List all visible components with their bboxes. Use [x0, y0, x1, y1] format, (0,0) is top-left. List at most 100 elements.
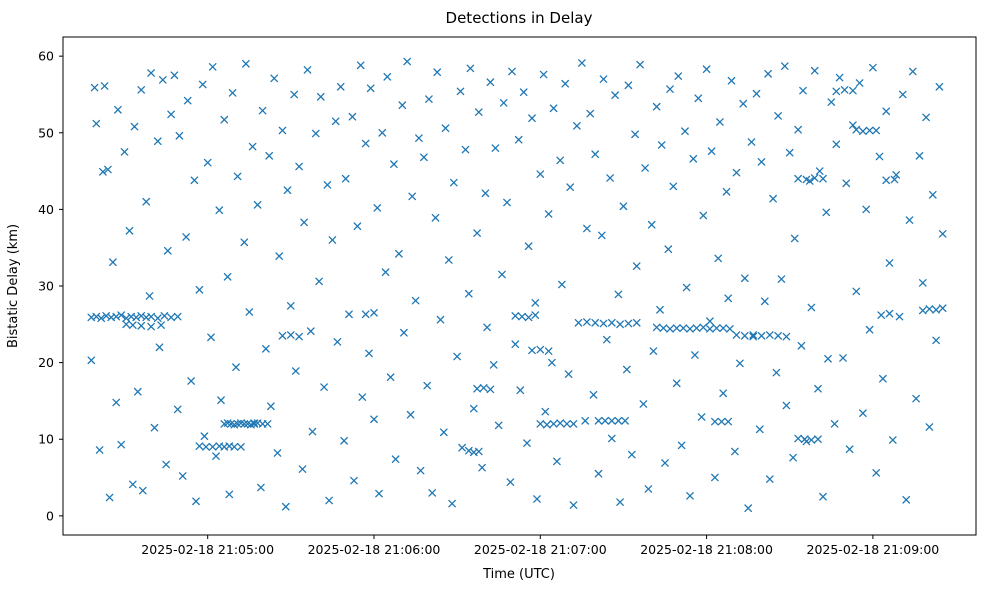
- x-marker: [358, 393, 367, 401]
- x-marker: [331, 117, 340, 126]
- x-marker: [780, 62, 789, 70]
- x-marker: [336, 82, 345, 91]
- x-marker: [652, 323, 661, 332]
- x-marker: [258, 106, 267, 115]
- x-marker: [802, 175, 811, 184]
- x-marker: [153, 137, 162, 146]
- x-marker: [918, 279, 927, 287]
- x-marker: [777, 275, 786, 283]
- x-marker: [624, 81, 633, 90]
- x-marker: [601, 416, 609, 425]
- x-marker: [627, 450, 636, 459]
- x-marker: [104, 165, 112, 174]
- x-marker: [544, 210, 553, 218]
- x-marker: [353, 222, 362, 231]
- x-marker: [514, 135, 523, 144]
- x-marker: [345, 310, 353, 319]
- x-marker: [489, 361, 498, 369]
- x-marker: [187, 377, 195, 385]
- x-marker: [569, 501, 578, 509]
- x-marker: [726, 325, 734, 333]
- x-marker: [524, 313, 533, 322]
- x-marker: [727, 76, 736, 85]
- x-marker: [772, 368, 781, 377]
- x-marker: [619, 202, 628, 211]
- x-marker: [607, 434, 616, 443]
- x-marker: [411, 296, 420, 305]
- x-marker: [711, 417, 719, 426]
- x-marker: [842, 179, 851, 188]
- x-marker: [888, 436, 897, 444]
- x-marker: [225, 490, 234, 499]
- x-marker: [195, 285, 204, 294]
- x-marker: [782, 401, 791, 410]
- x-marker: [366, 84, 375, 93]
- x-marker: [528, 346, 536, 355]
- x-marker: [173, 312, 182, 321]
- x-marker: [790, 234, 799, 243]
- x-marker: [589, 390, 598, 399]
- x-marker: [905, 216, 914, 224]
- x-marker: [644, 485, 653, 493]
- x-marker: [607, 318, 616, 327]
- x-marker: [586, 109, 595, 118]
- x-marker: [263, 420, 272, 428]
- y-tick-label: 60: [38, 49, 54, 64]
- x-marker: [732, 331, 741, 339]
- x-marker: [859, 127, 867, 136]
- x-marker: [361, 310, 370, 319]
- x-marker: [483, 323, 491, 332]
- x-marker: [835, 73, 844, 82]
- x-marker: [333, 338, 342, 346]
- x-marker: [915, 151, 924, 160]
- x-marker: [706, 325, 714, 333]
- x-marker: [198, 80, 207, 89]
- x-marker: [511, 340, 520, 349]
- x-marker: [632, 262, 641, 270]
- x-marker: [240, 420, 249, 428]
- x-marker: [128, 480, 137, 489]
- x-marker: [473, 384, 481, 393]
- x-marker: [797, 341, 806, 350]
- x-marker: [183, 96, 192, 105]
- x-marker: [810, 66, 819, 75]
- x-marker: [356, 61, 365, 70]
- x-marker: [632, 318, 641, 327]
- x-marker: [448, 499, 456, 508]
- x-marker: [150, 423, 159, 432]
- x-marker: [466, 64, 475, 73]
- x-marker: [531, 311, 540, 319]
- x-marker: [549, 420, 558, 428]
- x-marker: [306, 327, 315, 336]
- y-tick-label: 20: [38, 355, 54, 370]
- x-marker: [599, 319, 608, 328]
- x-marker: [765, 475, 774, 483]
- x-tick-label: 2025-02-18 21:05:00: [141, 542, 274, 557]
- x-marker: [340, 436, 348, 445]
- x-marker: [456, 87, 465, 96]
- x-marker: [498, 270, 506, 279]
- x-marker: [428, 489, 437, 497]
- x-marker: [147, 312, 155, 321]
- y-axis-label: Bistatic Delay (km): [6, 224, 21, 348]
- x-marker: [516, 386, 525, 395]
- x-marker: [100, 82, 109, 90]
- x-marker: [583, 318, 591, 326]
- x-marker: [597, 231, 606, 240]
- x-marker: [237, 443, 245, 451]
- x-marker: [849, 86, 857, 95]
- x-marker: [92, 312, 101, 321]
- x-marker: [636, 60, 644, 69]
- x-marker: [478, 463, 486, 472]
- x-marker: [814, 435, 822, 444]
- x-marker: [167, 110, 175, 119]
- x-marker: [278, 126, 287, 135]
- plot-border: [62, 36, 977, 536]
- x-marker: [278, 331, 287, 340]
- x-marker: [922, 113, 930, 122]
- chart-title: Detections in Delay: [446, 9, 593, 27]
- x-marker: [794, 125, 802, 134]
- x-marker: [591, 318, 600, 327]
- x-marker: [341, 174, 350, 183]
- x-marker: [370, 415, 378, 424]
